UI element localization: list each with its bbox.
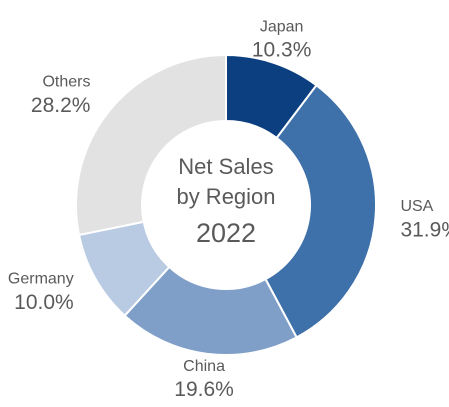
slice-value-label: 19.6% [174,378,234,401]
slice-value-label: 31.9% [400,218,449,241]
donut-slice [123,265,298,356]
chart-subtitle: 2022 [195,218,257,248]
slice-name: USA [400,198,433,215]
donut-slice [75,53,227,237]
donut-slice [264,83,377,339]
slice-name: Japan [260,18,304,35]
center-label: Net Sales by Region 2022 [166,152,286,249]
slice-name: China [183,358,225,375]
slice-value-label: 10.0% [14,291,74,314]
slice-name: Germany [8,270,74,287]
slice-name: Others [42,74,90,91]
chart-title: Net Sales by Region [176,154,276,209]
slice-value-label: 10.3% [252,39,312,62]
slice-value-label: 28.2% [31,94,91,117]
